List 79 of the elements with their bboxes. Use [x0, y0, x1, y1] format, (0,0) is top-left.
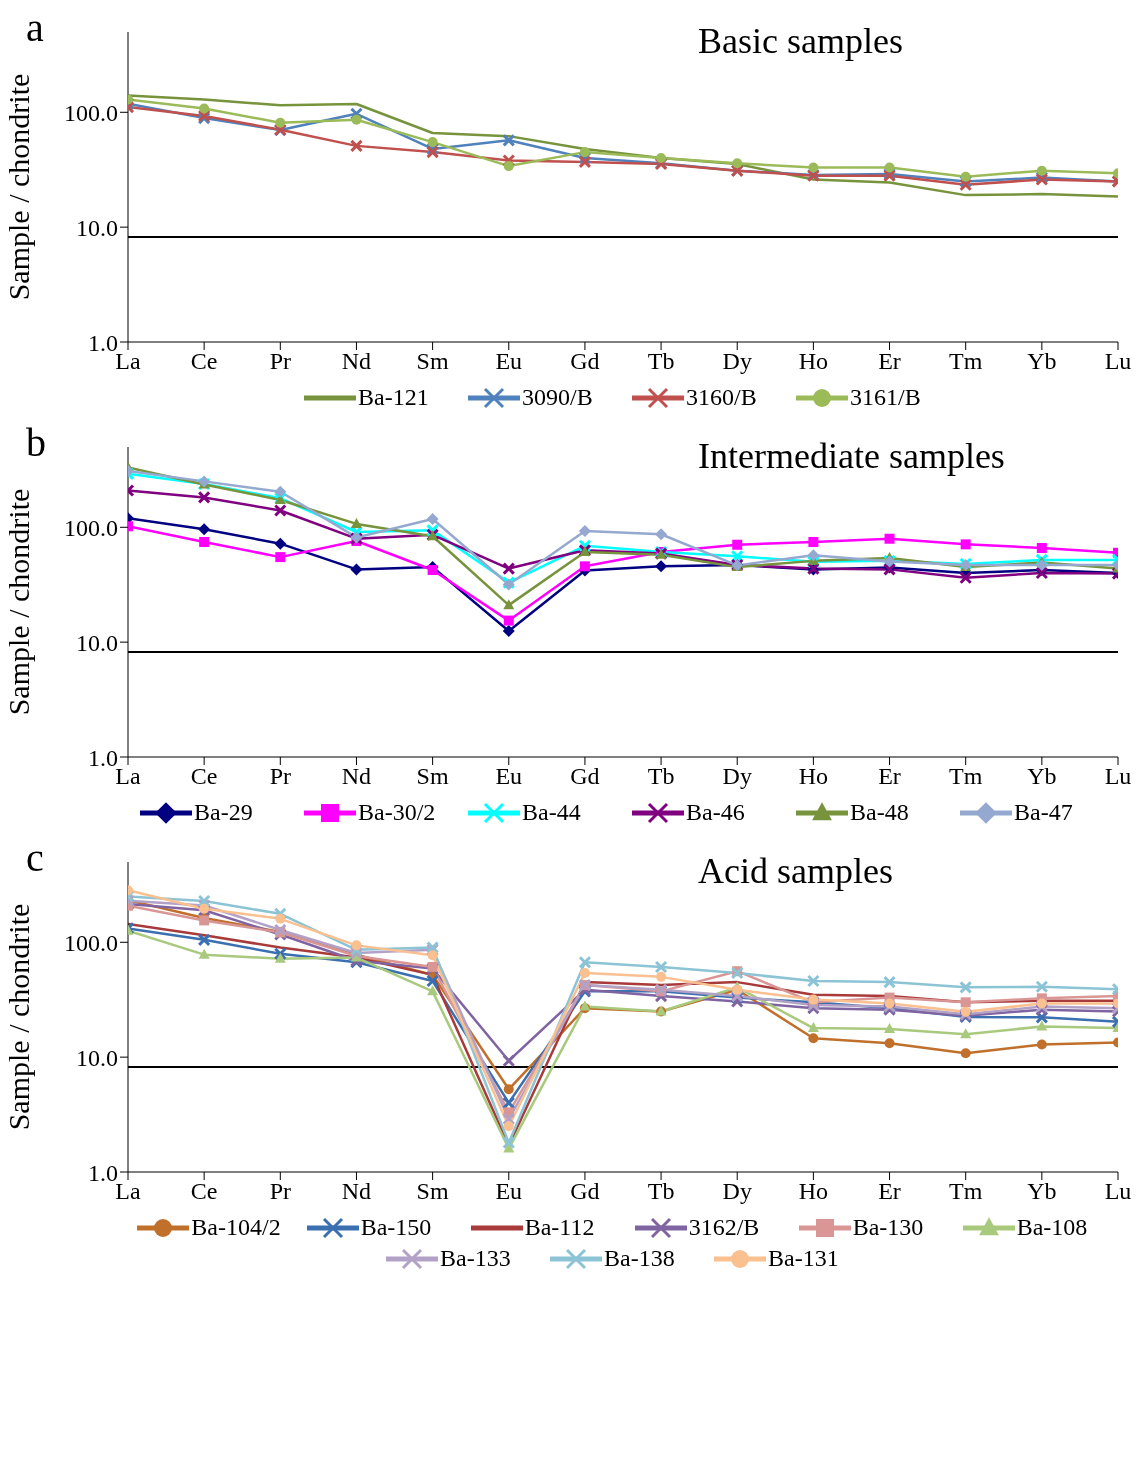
x-tick-label: Ho	[798, 1178, 829, 1205]
x-tick-label: Nd	[341, 1178, 372, 1205]
chart-subtitle: Acid samples	[698, 850, 893, 892]
chart-title: c	[26, 835, 44, 880]
y-tick-label: 1.0	[88, 1159, 118, 1186]
legend-label: 3090/B	[522, 384, 593, 411]
x-tick-label: Ho	[798, 763, 829, 790]
x-tick-label: Yb	[1027, 763, 1057, 790]
legend-label: Ba-131	[768, 1245, 839, 1272]
chart-subtitle: Intermediate samples	[698, 435, 1005, 477]
x-tick-label: Sm	[416, 1178, 449, 1205]
x-tick-label: Tm	[949, 348, 983, 375]
legend-label: 3161/B	[850, 384, 921, 411]
x-tick-label: Dy	[722, 763, 752, 790]
y-tick-label: 1.0	[88, 329, 118, 356]
x-tick-label: Dy	[722, 348, 752, 375]
x-tick-label: Eu	[495, 1178, 523, 1205]
x-tick-label: Sm	[416, 348, 449, 375]
legend-label: Ba-30/2	[358, 799, 436, 826]
chart-title: a	[26, 5, 44, 50]
y-tick-label: 100.0	[64, 514, 118, 541]
x-tick-label: Ce	[190, 1178, 218, 1205]
legend-label: Ba-150	[360, 1214, 432, 1241]
legend-label: Ba-133	[440, 1245, 511, 1272]
x-tick-label: Eu	[495, 763, 523, 790]
x-tick-label: Gd	[570, 348, 600, 375]
x-tick-label: Lu	[1104, 348, 1132, 375]
legend-label: Ba-138	[604, 1245, 675, 1272]
x-tick-label: La	[115, 763, 141, 790]
x-tick-label: Er	[878, 348, 901, 375]
x-tick-label: Eu	[495, 348, 523, 375]
legend-label: Ba-121	[358, 384, 429, 411]
x-tick-label: Tm	[949, 763, 983, 790]
legend-label: Ba-46	[686, 799, 745, 826]
legend-label: Ba-104/2	[191, 1214, 281, 1241]
y-axis-title: Sample / chondrite	[1, 903, 35, 1131]
x-tick-label: Pr	[269, 1178, 291, 1205]
y-tick-label: 10.0	[76, 629, 118, 656]
x-tick-label: Pr	[269, 348, 291, 375]
x-tick-label: Yb	[1027, 1178, 1057, 1205]
y-axis-title: Sample / chondrite	[1, 488, 35, 716]
y-tick-label: 100.0	[64, 929, 118, 956]
y-axis-title: Sample / chondrite	[1, 73, 35, 301]
x-tick-label: La	[115, 1178, 141, 1205]
legend-label: 3160/B	[686, 384, 757, 411]
x-tick-label: Tm	[949, 1178, 983, 1205]
legend-label: Ba-108	[1016, 1214, 1088, 1241]
x-tick-label: Gd	[570, 763, 600, 790]
chart-title: b	[26, 420, 46, 465]
x-tick-label: Gd	[570, 1178, 600, 1205]
x-tick-label: Sm	[416, 763, 449, 790]
x-tick-label: Pr	[269, 763, 291, 790]
chart-subtitle: Basic samples	[698, 20, 903, 62]
x-tick-label: Lu	[1104, 763, 1132, 790]
legend-label: Ba-112	[524, 1214, 595, 1241]
legend-label: Ba-44	[522, 799, 581, 826]
x-tick-label: Dy	[722, 1178, 752, 1205]
legend-label: Ba-47	[1014, 799, 1073, 826]
x-tick-label: Lu	[1104, 1178, 1132, 1205]
x-tick-label: Ce	[190, 763, 218, 790]
y-tick-label: 10.0	[76, 1044, 118, 1071]
x-tick-label: Tb	[647, 348, 675, 375]
x-tick-label: Er	[878, 763, 901, 790]
y-tick-label: 10.0	[76, 214, 118, 241]
x-tick-label: Er	[878, 1178, 901, 1205]
x-tick-label: Ho	[798, 348, 829, 375]
x-tick-label: Nd	[341, 763, 372, 790]
x-tick-label: Yb	[1027, 348, 1057, 375]
x-tick-label: Tb	[647, 763, 675, 790]
y-tick-label: 1.0	[88, 744, 118, 771]
legend-label: 3162/B	[688, 1214, 760, 1241]
x-tick-label: Ce	[190, 348, 218, 375]
y-tick-label: 100.0	[64, 99, 118, 126]
x-tick-label: Nd	[341, 348, 372, 375]
legend-label: Ba-29	[194, 799, 253, 826]
legend-label: Ba-130	[852, 1214, 924, 1241]
x-tick-label: Tb	[647, 1178, 675, 1205]
legend-label: Ba-48	[850, 799, 909, 826]
x-tick-label: La	[115, 348, 141, 375]
